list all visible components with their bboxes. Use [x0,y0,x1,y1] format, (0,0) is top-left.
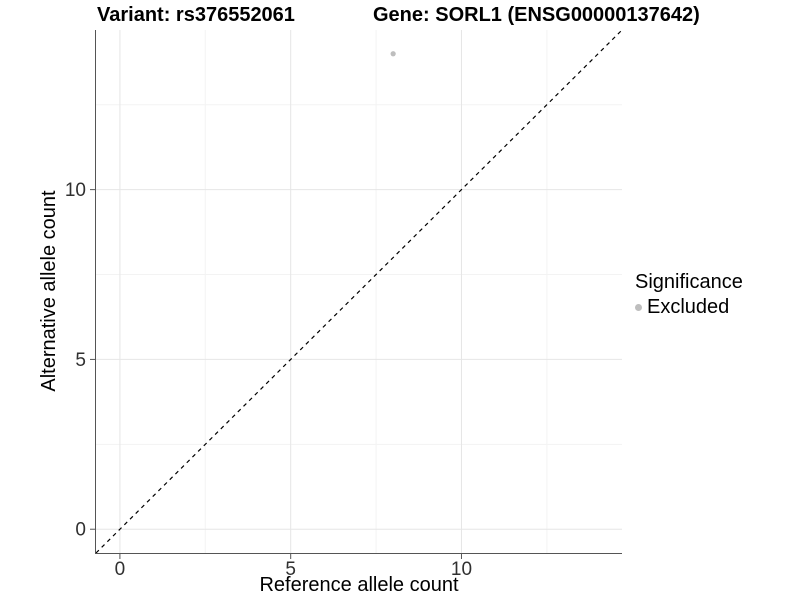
x-tick-label: 0 [115,559,126,580]
legend-point-swatch [635,303,642,311]
y-tick-label: 5 [75,350,86,371]
x-tick-label: 10 [451,559,472,580]
legend-item-label: Excluded [647,296,730,318]
identity-line [95,29,623,554]
x-tick-label: 5 [285,559,296,580]
legend-title: Significance [635,271,743,293]
legend: Significance Excluded [635,271,743,318]
x-axis-title: Reference allele count [259,574,459,596]
y-tick-label: 0 [75,520,86,541]
y-tick-label: 10 [65,180,86,201]
y-axis-title: Alternative allele count [38,190,60,392]
legend-item-excluded: Excluded [635,296,743,318]
gene-title: Gene: SORL1 (ENSG00000137642) [373,4,700,26]
data-point-excluded [390,51,396,57]
variant-title: Variant: rs376552061 [97,4,295,26]
